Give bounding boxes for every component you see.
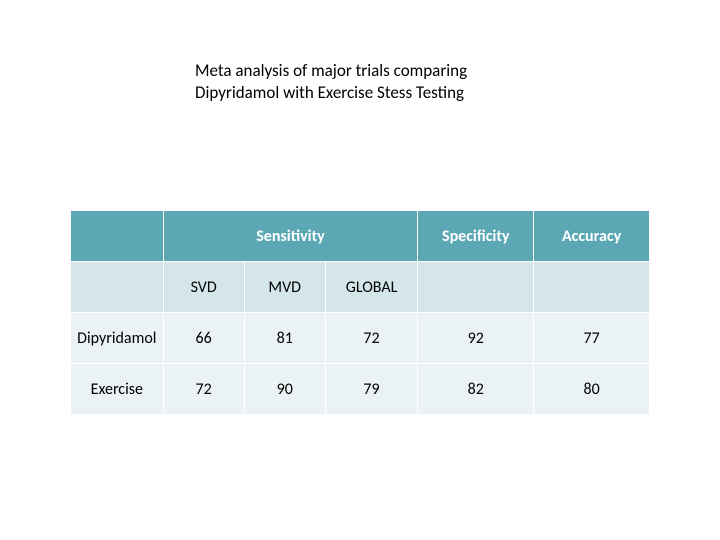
subheader-mvd: MVD <box>244 262 325 313</box>
subheader-blank-acc <box>534 262 650 313</box>
table-row: Exercise 72 90 79 82 80 <box>71 364 650 415</box>
cell-specificity: 82 <box>418 364 534 415</box>
cell-global: 79 <box>325 364 418 415</box>
table-row: Dipyridamol 66 81 72 92 77 <box>71 313 650 364</box>
data-table: Sensitivity Specificity Accuracy SVD MVD… <box>70 210 650 415</box>
header-blank <box>71 211 164 262</box>
subheader-blank <box>71 262 164 313</box>
comparison-table: Sensitivity Specificity Accuracy SVD MVD… <box>70 210 650 415</box>
cell-specificity: 92 <box>418 313 534 364</box>
row-label: Dipyridamol <box>71 313 164 364</box>
title-line-2: Dipyridamol with Exercise Stess Testing <box>195 82 464 103</box>
cell-svd: 72 <box>163 364 244 415</box>
subheader-blank-spec <box>418 262 534 313</box>
cell-mvd: 90 <box>244 364 325 415</box>
subheader-svd: SVD <box>163 262 244 313</box>
header-specificity: Specificity <box>418 211 534 262</box>
row-label: Exercise <box>71 364 164 415</box>
cell-global: 72 <box>325 313 418 364</box>
header-row-2: SVD MVD GLOBAL <box>71 262 650 313</box>
page-title: Meta analysis of major trials comparing … <box>195 60 535 104</box>
subheader-global: GLOBAL <box>325 262 418 313</box>
title-line-1: Meta analysis of major trials comparing <box>195 60 467 81</box>
cell-svd: 66 <box>163 313 244 364</box>
cell-accuracy: 77 <box>534 313 650 364</box>
header-accuracy: Accuracy <box>534 211 650 262</box>
cell-mvd: 81 <box>244 313 325 364</box>
header-row-1: Sensitivity Specificity Accuracy <box>71 211 650 262</box>
header-sensitivity: Sensitivity <box>163 211 418 262</box>
cell-accuracy: 80 <box>534 364 650 415</box>
